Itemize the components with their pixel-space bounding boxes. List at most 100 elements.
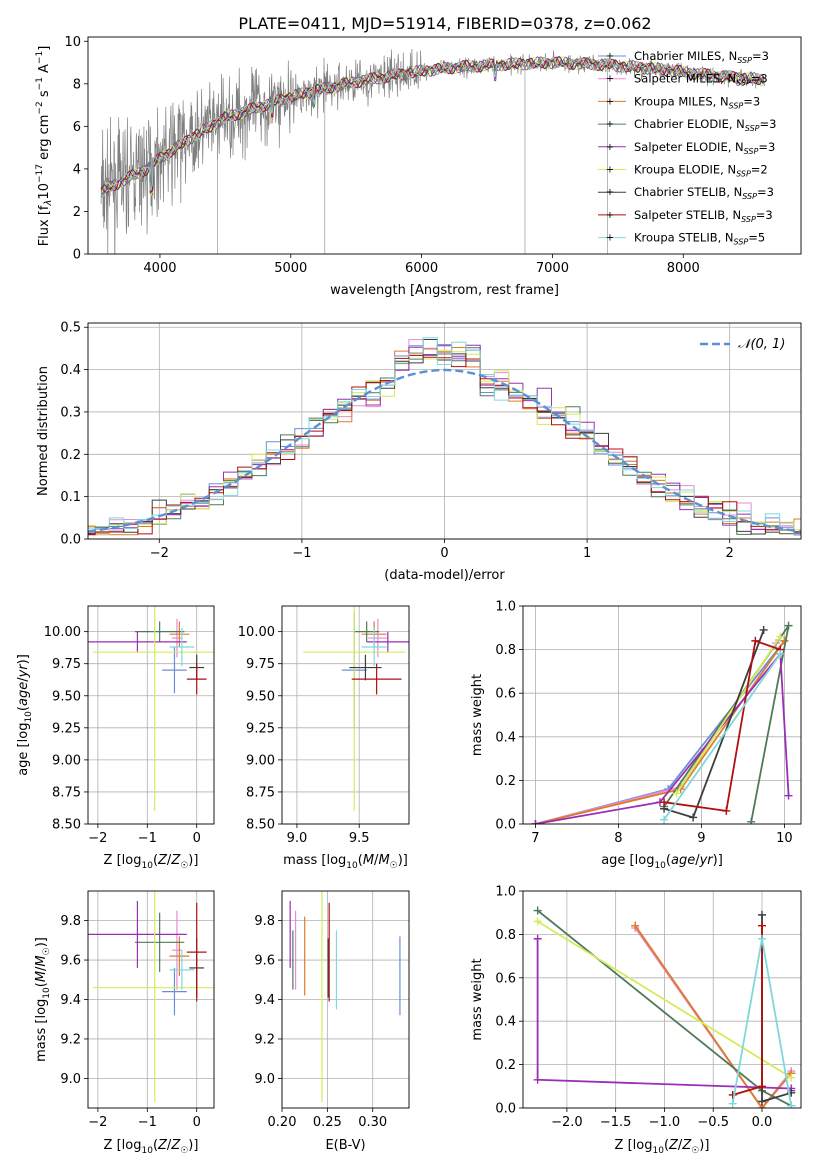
legend-text: Salpeter MILES, N	[634, 72, 736, 86]
tick-label-y: 9.6	[60, 954, 81, 969]
label-part: Z	[170, 1138, 181, 1153]
histogram-chabrier-elodie	[88, 347, 801, 536]
weight-vs-z-panel: −2.0 −1.5 −1.0 −0.5 0.0 0.0 0.2 0.4 0.6 0.8 1.0 mas…	[470, 885, 802, 1156]
tick-label-y: 0.8	[495, 643, 516, 658]
weight_vs_Z-ylabel: mass weight	[470, 958, 485, 1040]
tick-label-y: 9.6	[254, 954, 275, 969]
weight-vs-z-xlabel: Z [log10(Z/Z☉)]	[615, 1138, 710, 1156]
label-part: )]	[188, 1138, 198, 1153]
weight-marker-kroupa-miles	[631, 921, 640, 930]
weight-marker-kroupa-elodie	[776, 632, 785, 641]
axes-frame	[87, 890, 215, 1109]
tick-label-y: 0.2	[60, 448, 81, 463]
tick-label-x: 2	[726, 546, 734, 561]
tick-label-y: 10.00	[238, 625, 275, 640]
axes-frame	[87, 36, 802, 255]
histogram-chabrier-stelib	[88, 339, 801, 535]
plot-area	[88, 337, 801, 536]
tick-label-y: 9.75	[52, 657, 81, 672]
spectrum-legend: + Chabrier MILES, NSSP=3+ Salpeter MILES, …	[598, 49, 776, 247]
weight-line-chabrier-stelib	[761, 914, 792, 1103]
tick-label-y: 9.50	[52, 689, 81, 704]
legend-value: =3	[758, 140, 775, 154]
tick-label-x: 1	[583, 546, 591, 561]
label-part: 10	[654, 861, 666, 871]
tick-label-y: 1.0	[495, 600, 516, 615]
tick-label-x: 0.0	[752, 1115, 773, 1130]
mass-vs-z-panel: −2 −1 09.09.29.49.69.8Z [log10(Z/Z☉)]mass …	[34, 890, 215, 1156]
normal-curve	[88, 368, 801, 533]
weight-marker-kroupa-elodie	[672, 789, 681, 798]
mass-vs-ebv-panel: 0.20 0.25 0.30 9.0 9.2 9.4 9.6 9.8 E(B-V)	[254, 890, 410, 1153]
label-part: /	[167, 853, 172, 868]
label-part: (	[34, 982, 49, 987]
age-vs-z-ylabel: age [log10(age/yr)]	[16, 654, 34, 776]
label-part: age [log	[601, 853, 654, 868]
residuals-panel: −2 −1 0 1 2 0.0 0.1 0.2 0.3 0.4 0.5 𝒩(0, 1) (data-mo…	[36, 321, 802, 583]
label-part: yr	[699, 853, 715, 868]
weight-vs-age-panel: 7 8 9 10 0.0 0.2 0.4 0.6 0.8 1.0 mass weight age [l…	[470, 600, 802, 871]
tick-label-y: 9.0	[60, 1072, 81, 1087]
tick-label-x: 0	[193, 1115, 201, 1130]
weight-marker-salpeter-stelib	[757, 1082, 766, 1091]
weight-marker-salpeter-stelib	[722, 806, 731, 815]
weight-line-kroupa-miles	[634, 925, 792, 1108]
label-part: Z [log	[615, 1138, 653, 1153]
weight-marker-kroupa-stelib	[787, 1101, 796, 1108]
legend-label: Kroupa STELIB, NSSP=5	[634, 231, 765, 247]
legend-sub: SSP	[741, 215, 756, 224]
legend-label: Chabrier ELODIE, NSSP=3	[634, 117, 776, 133]
tick-label-y: 0.4	[60, 363, 81, 378]
legend-marker: +	[606, 165, 614, 176]
label-part: ☉	[42, 947, 52, 955]
axes-frame	[87, 605, 215, 825]
label-part: )]	[699, 1138, 709, 1153]
legend-value: =3	[752, 49, 769, 63]
label-part: 10	[652, 1146, 664, 1156]
label-part: Z	[157, 853, 168, 868]
weight-marker-kroupa-elodie	[533, 917, 542, 926]
legend-label-normal: 𝒩(0, 1)	[738, 337, 785, 352]
tick-label-y: 9.4	[60, 993, 81, 1008]
tick-label-y: 9.8	[254, 914, 275, 929]
axes-frame	[522, 890, 802, 1109]
tick-label-x: 0.30	[358, 1115, 387, 1130]
weight-marker-kroupa-stelib	[728, 1099, 737, 1108]
label-part: M	[378, 853, 389, 868]
tick-label-y: 9.75	[246, 657, 275, 672]
tick-label-y: 4	[73, 162, 81, 177]
tick-label-x: 8	[614, 831, 622, 846]
label-part: age	[671, 853, 695, 868]
weight-marker-salpeter-stelib	[660, 798, 669, 807]
legend-label: Chabrier STELIB, NSSP=3	[634, 185, 774, 201]
weight-marker-kroupa-stelib	[660, 815, 669, 824]
tick-label-y: 8.75	[52, 785, 81, 800]
mass-vs-ebv-xlabel: E(B-V)	[325, 1138, 365, 1153]
tick-label-x: 0	[193, 831, 201, 846]
tick-label-x: 9	[697, 831, 705, 846]
legend-marker: +	[606, 210, 614, 221]
plot-area	[303, 606, 409, 812]
legend-sub: SSP	[736, 79, 751, 88]
tick-label-y: 0.0	[495, 1102, 516, 1117]
tick-label-y: 9.50	[246, 689, 275, 704]
legend-label: Salpeter STELIB, NSSP=3	[634, 208, 773, 224]
tick-label-x: 6000	[405, 261, 438, 276]
label-part: )]	[16, 654, 31, 664]
tick-label-x: 5000	[274, 261, 307, 276]
label-part: M	[34, 971, 49, 982]
tick-label-x: −2.0	[551, 1115, 583, 1130]
tick-label-y: 0.2	[495, 774, 516, 789]
residuals-xlabel: (data-model)/error	[384, 568, 505, 583]
label-part: /	[167, 1138, 172, 1153]
label-part: )]	[188, 853, 198, 868]
legend-sub: SSP	[745, 124, 760, 133]
tick-label-y: 0.2	[495, 1058, 516, 1073]
age-vs-z-xlabel: Z [log10(Z/Z☉)]	[104, 853, 199, 871]
label-part: Z	[170, 853, 181, 868]
weight-marker-kroupa-stelib	[757, 934, 766, 943]
label-part: (	[664, 1138, 669, 1153]
tick-label-y: 6	[73, 120, 81, 135]
histogram-salpeter-elodie	[88, 344, 801, 535]
tick-label-y: 8.50	[246, 818, 275, 833]
